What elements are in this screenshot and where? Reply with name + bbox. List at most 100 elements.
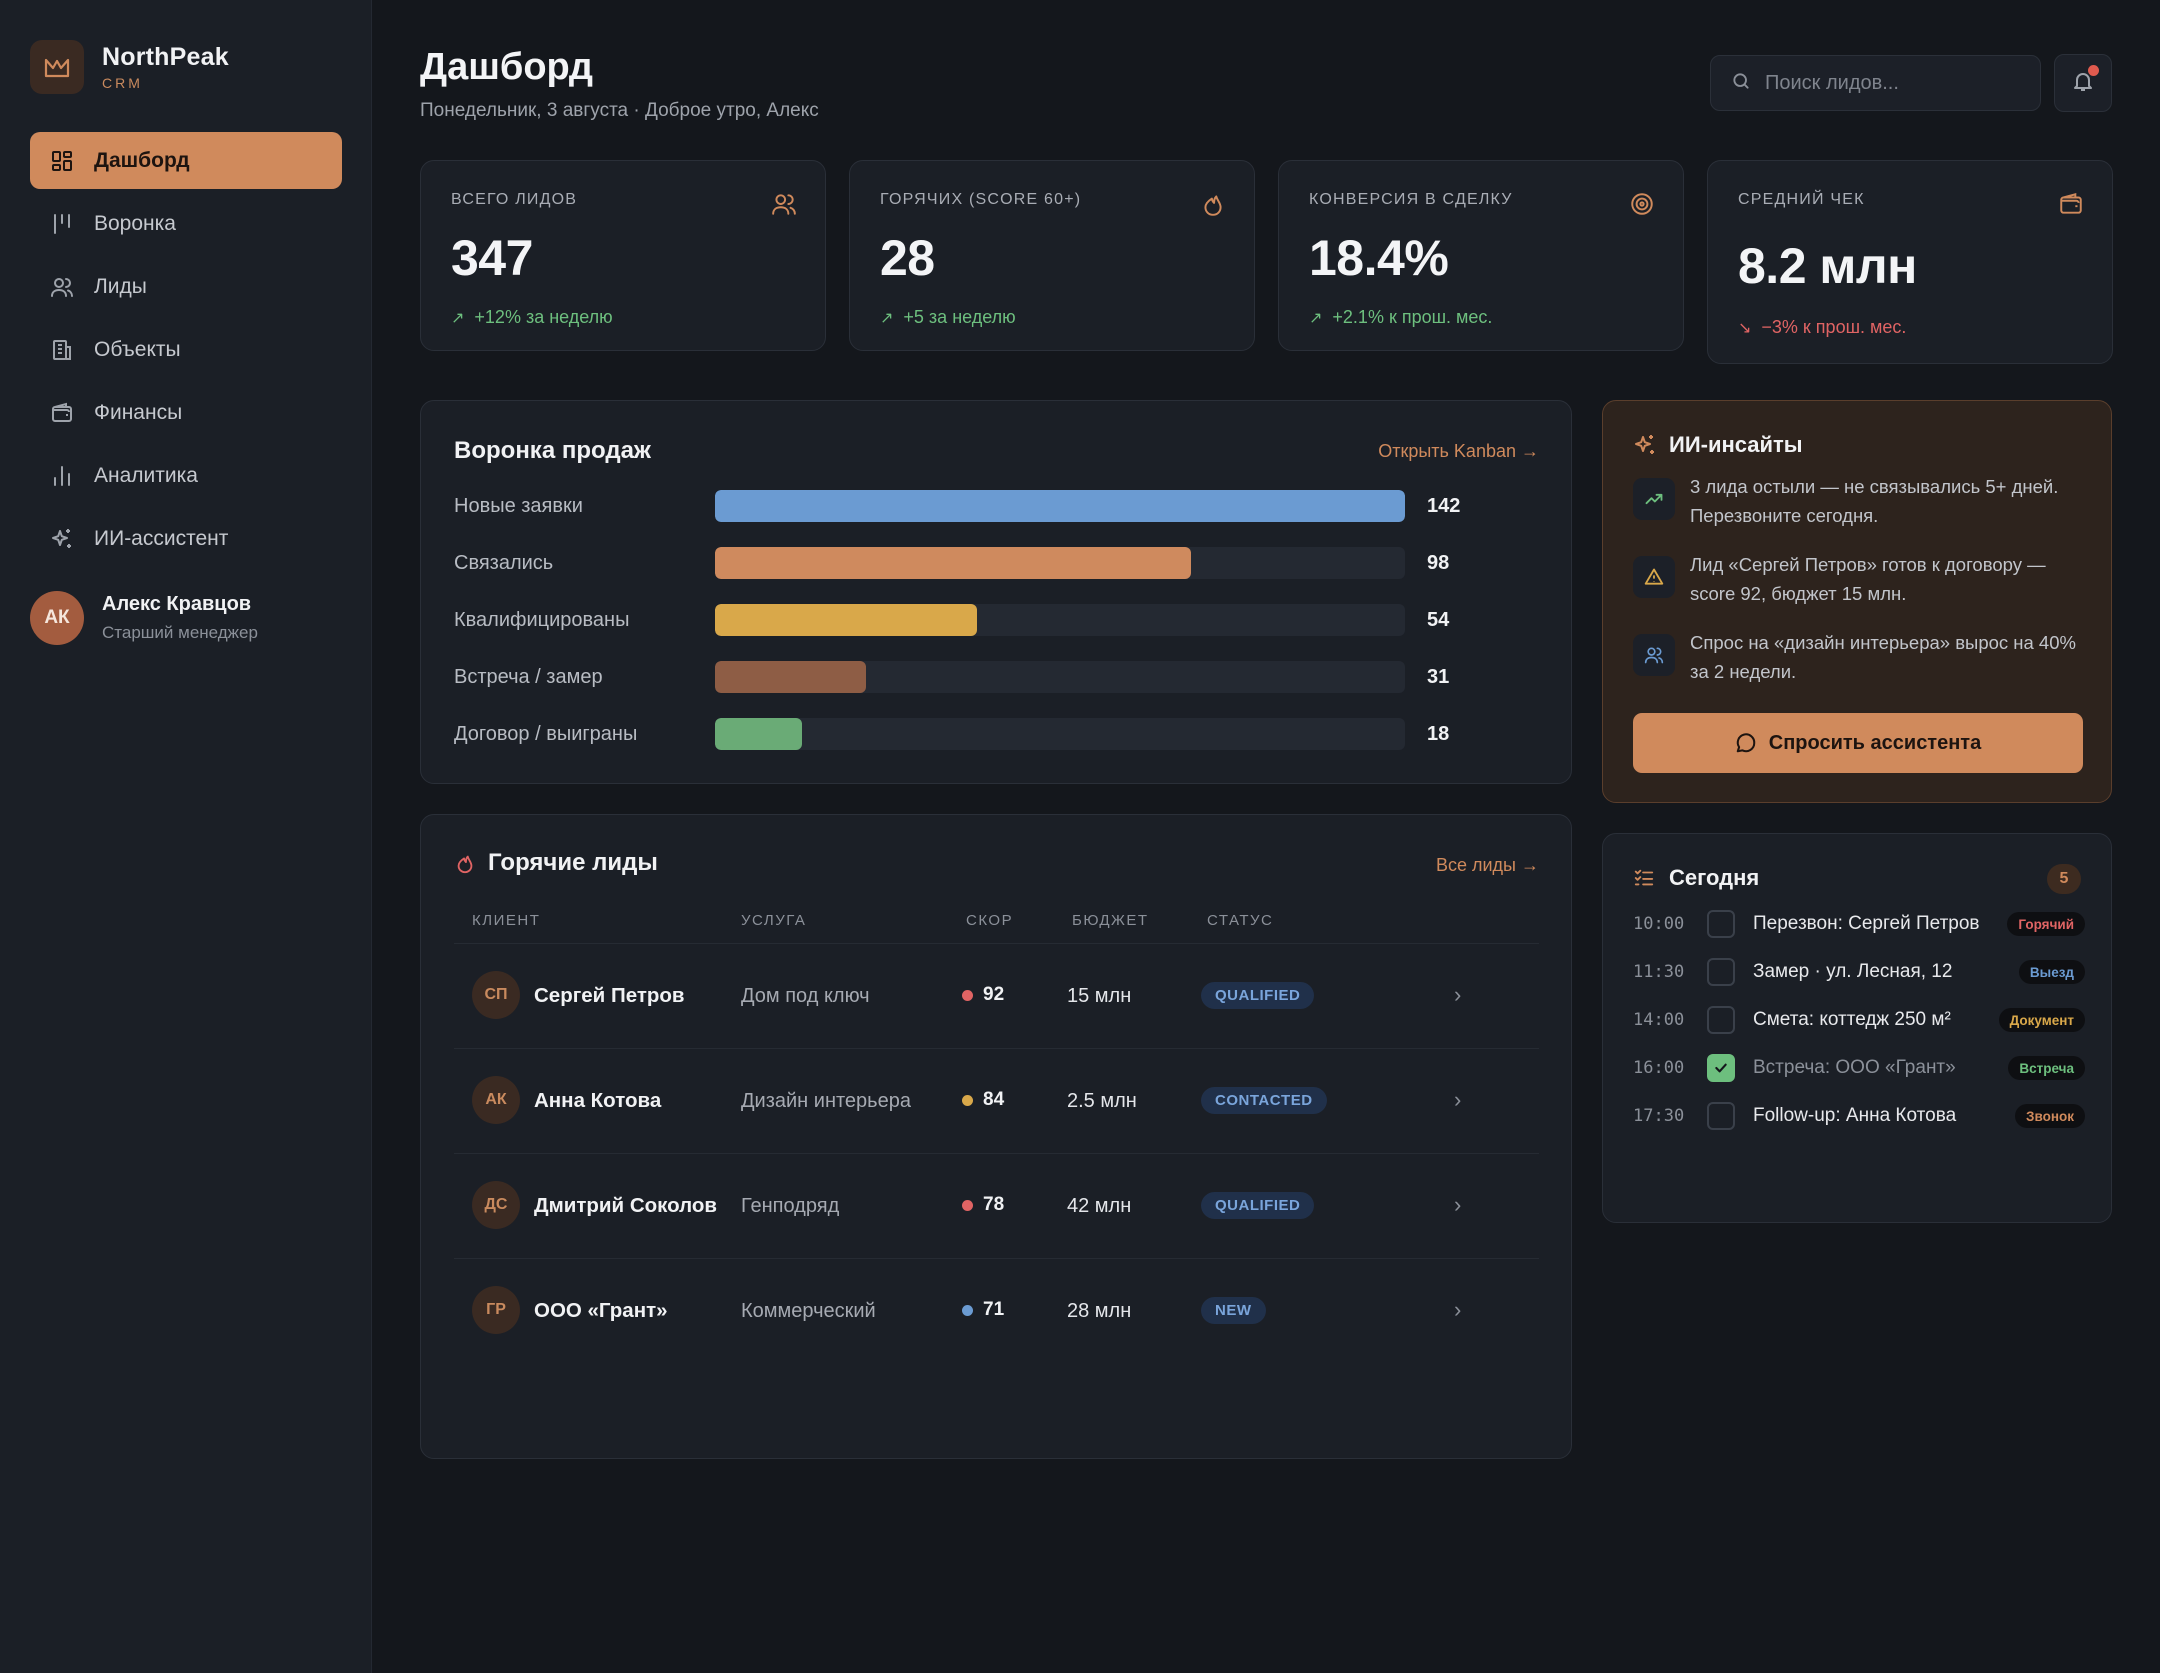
wallet-icon: [2058, 191, 2084, 217]
sidebar-nav: Дашборд Воронка Лиды Объекты Финансы: [30, 132, 342, 573]
funnel-stage: Новые заявки 142: [454, 490, 1554, 522]
funnel-bar: [715, 661, 866, 693]
sidebar-item-ai-assistant[interactable]: ИИ-ассистент: [30, 510, 342, 567]
sidebar-item-dashboard[interactable]: Дашборд: [30, 132, 342, 189]
chat-bubble-icon: [1735, 732, 1757, 754]
panel-title: Воронка продаж: [454, 437, 651, 464]
sidebar: NorthPeak CRM Дашборд Воронка Лиды: [0, 0, 372, 1673]
score-dot: [962, 1094, 973, 1106]
kpi-delta-text: −3% к прош. мес.: [1761, 317, 1907, 337]
brand-subtitle: CRM: [102, 75, 143, 91]
lead-name: Анна Котова: [534, 1089, 662, 1112]
task-item: 14:00 Смета: коттедж 250 м² Документ: [1633, 1005, 2085, 1035]
users-icon: [1633, 634, 1675, 676]
task-checkbox[interactable]: [1707, 910, 1735, 938]
column-header-client[interactable]: КЛИЕНТ: [472, 912, 541, 929]
user-role: Старший менеджер: [102, 623, 258, 642]
task-count-badge: 5: [2047, 864, 2081, 894]
page-subtitle: Понедельник, 3 августа · Доброе утро, Ал…: [420, 100, 819, 121]
arrow-down-right-icon: ↘: [1738, 319, 1752, 337]
building-icon: [48, 336, 76, 364]
kpi-card-average-check: СРЕДНИЙ ЧЕК 8.2 млн ↘ −3% к прош. мес.: [1707, 160, 2113, 364]
funnel-bar-track: [715, 661, 1405, 693]
sidebar-item-finance[interactable]: Финансы: [30, 384, 342, 441]
sidebar-item-label: Дашборд: [94, 148, 190, 172]
score-dot: [962, 1304, 973, 1316]
task-time: 10:00: [1633, 914, 1685, 934]
column-header-score[interactable]: СКОР: [966, 912, 1014, 929]
funnel-bar-track: [715, 490, 1405, 522]
funnel-bar: [715, 547, 1192, 579]
ask-assistant-button[interactable]: Спросить ассистента: [1633, 713, 2083, 773]
table-row[interactable]: ДС Дмитрий Соколов Генподряд 78 42 млн Q…: [454, 1153, 1539, 1258]
chevron-right-icon[interactable]: ›: [1454, 1087, 1462, 1112]
sidebar-item-leads[interactable]: Лиды: [30, 258, 342, 315]
lead-service: Генподряд: [741, 1195, 840, 1217]
table-row[interactable]: АК Анна Котова Дизайн интерьера 84 2.5 м…: [454, 1048, 1539, 1153]
kpi-label: КОНВЕРСИЯ В СДЕЛКУ: [1309, 191, 1513, 208]
chevron-right-icon[interactable]: ›: [1454, 982, 1462, 1007]
sparkles-icon: [48, 525, 76, 553]
lead-score: 78: [962, 1194, 1004, 1216]
funnel-bar: [715, 604, 978, 636]
task-tag: Звонок: [2015, 1104, 2085, 1128]
task-text: Перезвон: Сергей Петров: [1753, 913, 1980, 934]
kpi-card-hot-leads: ГОРЯЧИХ (SCORE 60+) 28 ↗ +5 за неделю: [849, 160, 1255, 351]
lead-score-value: 84: [983, 1089, 1005, 1110]
column-header-status[interactable]: СТАТУС: [1207, 912, 1274, 929]
panel-title: Сегодня: [1669, 865, 1760, 890]
lead-service: Коммерческий: [741, 1300, 876, 1322]
avatar: ГР: [472, 1286, 520, 1334]
arrow-up-right-icon: ↗: [451, 309, 465, 327]
avatar: СП: [472, 971, 520, 1019]
funnel-bar-track: [715, 547, 1405, 579]
kpi-delta-text: +12% за неделю: [474, 307, 613, 327]
all-leads-link[interactable]: Все лиды →: [1435, 855, 1539, 875]
task-time: 16:00: [1633, 1058, 1685, 1078]
funnel-stage-value: 18: [1427, 722, 1450, 745]
insight-text: Спрос на «дизайн интерьера» вырос на 40%…: [1690, 632, 2076, 682]
wallet-icon: [48, 399, 76, 427]
chevron-right-icon[interactable]: ›: [1454, 1192, 1462, 1217]
task-checkbox[interactable]: [1707, 958, 1735, 986]
trend-up-icon: [1633, 478, 1675, 520]
sidebar-item-objects[interactable]: Объекты: [30, 321, 342, 378]
score-dot: [962, 1199, 973, 1211]
sidebar-item-analytics[interactable]: Аналитика: [30, 447, 342, 504]
insight-item: Спрос на «дизайн интерьера» вырос на 40%…: [1633, 632, 2085, 686]
open-kanban-link[interactable]: Открыть Kanban →: [1378, 441, 1539, 461]
page-title: Дашборд: [420, 46, 593, 88]
task-text: Встреча: ООО «Грант»: [1753, 1057, 1956, 1078]
kpi-value: 18.4%: [1309, 230, 1449, 286]
task-item: 11:30 Замер · ул. Лесная, 12 Выезд: [1633, 957, 2085, 987]
kpi-delta-text: +2.1% к прош. мес.: [1332, 307, 1493, 327]
lead-score: 71: [962, 1299, 1004, 1321]
funnel-stage-value: 98: [1427, 551, 1450, 574]
task-checkbox[interactable]: [1707, 1054, 1735, 1082]
brand[interactable]: NorthPeak CRM: [30, 40, 229, 94]
funnel-bar-track: [715, 604, 1405, 636]
table-row[interactable]: СП Сергей Петров Дом под ключ 92 15 млн …: [454, 943, 1539, 1048]
column-header-service[interactable]: УСЛУГА: [741, 912, 807, 929]
sidebar-item-funnel[interactable]: Воронка: [30, 195, 342, 252]
search-input[interactable]: [1765, 71, 2025, 95]
chevron-right-icon[interactable]: ›: [1454, 1297, 1462, 1322]
sidebar-item-label: Финансы: [94, 400, 183, 424]
funnel-icon: [48, 210, 76, 238]
task-checkbox[interactable]: [1707, 1102, 1735, 1130]
funnel-stage-label: Связались: [454, 551, 554, 574]
notifications-button[interactable]: [2054, 54, 2112, 112]
funnel-bar: [715, 490, 1405, 522]
funnel-stage: Встреча / замер 31: [454, 661, 1554, 693]
hot-leads-panel: Горячие лиды Все лиды → КЛИЕНТ УСЛУГА СК…: [420, 814, 1572, 1459]
search-box[interactable]: [1710, 55, 2041, 111]
task-checkbox[interactable]: [1707, 1006, 1735, 1034]
lead-service: Дом под ключ: [741, 985, 870, 1007]
funnel-stage: Квалифицированы 54: [454, 604, 1554, 636]
user-profile[interactable]: АК Алекс Кравцов Старший менеджер: [30, 591, 258, 645]
table-row[interactable]: ГР ООО «Грант» Коммерческий 71 28 млн NE…: [454, 1258, 1539, 1363]
column-header-budget[interactable]: БЮДЖЕТ: [1072, 912, 1149, 929]
lead-budget: 2.5 млн: [1067, 1090, 1137, 1112]
ask-assistant-label: Спросить ассистента: [1768, 731, 1982, 754]
bar-chart-icon: [48, 462, 76, 490]
